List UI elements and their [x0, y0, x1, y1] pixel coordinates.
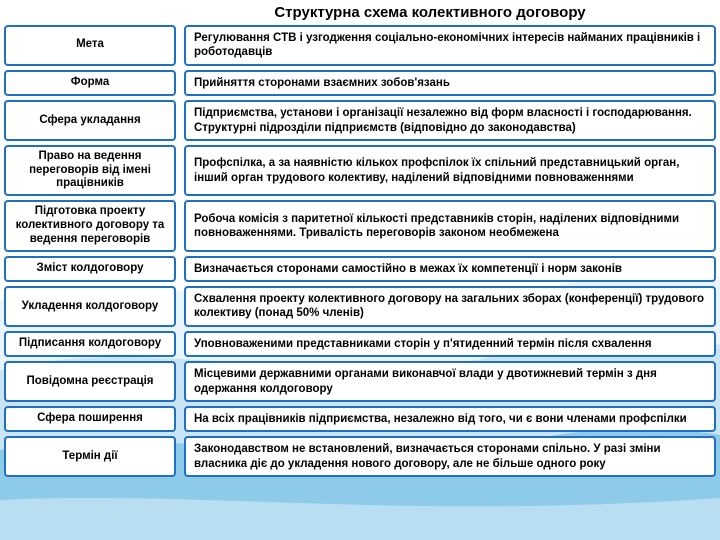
diagram-title: Структурна схема колективного договору [144, 4, 716, 21]
label-meta: Мета [4, 25, 176, 66]
row-7: Підписання колдоговору Уповноваженими пр… [4, 331, 716, 357]
label-pidgotovka-proektu: Підготовка проекту колективного договору… [4, 200, 176, 251]
label-zmist: Зміст колдоговору [4, 256, 176, 282]
desc-sfera-poshyrennya: На всіх працівників підприємства, незале… [184, 406, 716, 432]
desc-meta: Регулювання СТВ і узгодження соціально-е… [184, 25, 716, 66]
label-reestratsiya: Повідомна реєстрація [4, 361, 176, 402]
desc-sfera-ukladannya: Підприємства, установи і організації нез… [184, 100, 716, 141]
desc-pidgotovka-proektu: Робоча комісія з паритетної кількості пр… [184, 200, 716, 251]
desc-zmist: Визначається сторонами самостійно в межа… [184, 256, 716, 282]
label-forma: Форма [4, 70, 176, 96]
row-10: Термін дії Законодавством не встановлени… [4, 436, 716, 477]
row-6: Укладення колдоговору Схвалення проекту … [4, 286, 716, 327]
row-0: Мета Регулювання СТВ і узгодження соціал… [4, 25, 716, 66]
label-ukladennya: Укладення колдоговору [4, 286, 176, 327]
row-3: Право на ведення переговорів від імені п… [4, 145, 716, 196]
row-1: Форма Прийняття сторонами взаємних зобов… [4, 70, 716, 96]
row-4: Підготовка проекту колективного договору… [4, 200, 716, 251]
desc-forma: Прийняття сторонами взаємних зобов'язань [184, 70, 716, 96]
desc-reestratsiya: Місцевими державними органами виконавчої… [184, 361, 716, 402]
label-pidpysannya: Підписання колдоговору [4, 331, 176, 357]
desc-ukladennya: Схвалення проекту колективного договору … [184, 286, 716, 327]
label-sfera-ukladannya: Сфера укладання [4, 100, 176, 141]
row-2: Сфера укладання Підприємства, установи і… [4, 100, 716, 141]
label-termin-dii: Термін дії [4, 436, 176, 477]
desc-termin-dii: Законодавством не встановлений, визначає… [184, 436, 716, 477]
row-5: Зміст колдоговору Визначається сторонами… [4, 256, 716, 282]
desc-pravo-peregovoriv: Профспілка, а за наявністю кількох профс… [184, 145, 716, 196]
row-8: Повідомна реєстрація Місцевими державним… [4, 361, 716, 402]
desc-pidpysannya: Уповноваженими представниками сторін у п… [184, 331, 716, 357]
label-pravo-peregovoriv: Право на ведення переговорів від імені п… [4, 145, 176, 196]
content-area: Структурна схема колективного договору М… [0, 0, 720, 485]
row-9: Сфера поширення На всіх працівників підп… [4, 406, 716, 432]
label-sfera-poshyrennya: Сфера поширення [4, 406, 176, 432]
